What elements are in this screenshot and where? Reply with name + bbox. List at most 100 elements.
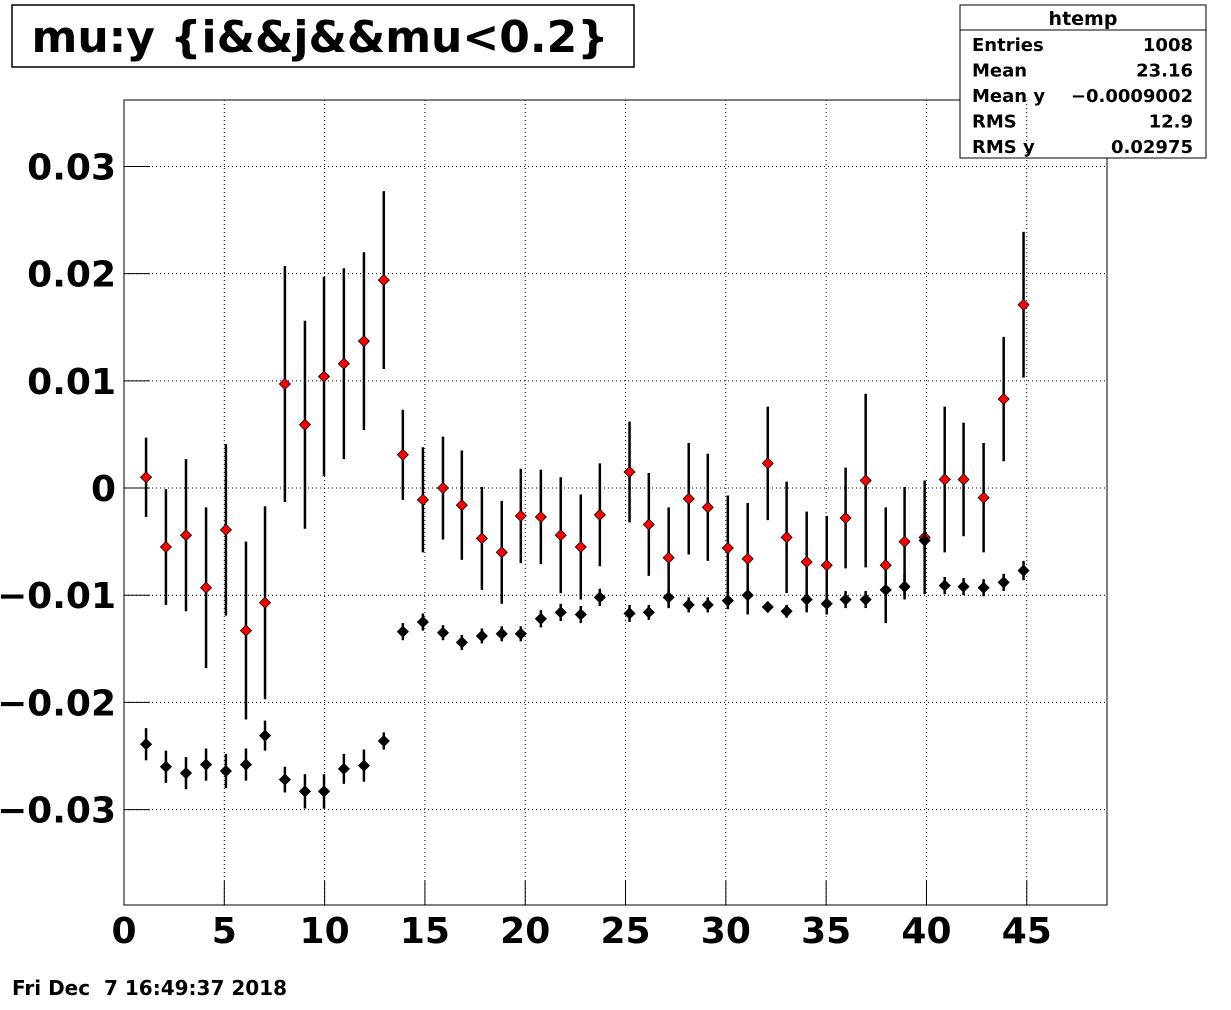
data-point [554,606,567,619]
data-point [475,629,488,643]
data-point [179,529,193,542]
data-point [938,579,951,592]
data-point [859,474,872,487]
data-point [761,600,774,614]
data-point [957,473,970,486]
data-point [898,535,911,548]
x-tick-label: 5 [212,911,237,952]
x-tick-label: 35 [801,911,851,952]
data-point [879,583,892,596]
plot-frame [123,99,1108,906]
data-point [416,615,429,629]
data-point [997,392,1010,406]
data-point [357,759,370,772]
data-point [997,576,1010,589]
data-point [258,596,272,609]
data-point [800,593,813,606]
data-point [701,598,714,611]
data-point [721,594,734,607]
data-point [377,734,390,748]
stats-value: −0.0009002 [1071,86,1193,107]
data-point [278,377,291,391]
data-point [534,510,547,524]
x-tick-label: 45 [1002,911,1052,952]
y-tick-label: 0 [91,469,116,510]
data-point [199,758,213,771]
data-point [1017,564,1030,577]
data-point [761,457,774,470]
data-point [337,762,350,775]
data-point [839,511,852,525]
data-point [140,738,153,751]
data-point [623,465,636,479]
data-point [957,580,970,593]
x-tick-label: 15 [400,911,450,952]
stats-value: 12.9 [1149,112,1193,133]
data-point [514,627,527,640]
y-tick-label: 0.03 [27,147,116,188]
data-point [199,581,213,594]
data-point [416,493,429,506]
data-point [938,473,951,486]
x-tick-label: 0 [111,911,136,952]
data-point [377,274,390,287]
data-point [455,636,468,649]
data-point [239,758,253,771]
data-point [475,532,488,545]
data-point [179,767,193,780]
data-point [298,785,312,798]
data-point [436,626,450,639]
data-point [396,625,409,638]
data-point [741,589,754,602]
data-point [239,624,253,637]
data-point [662,551,675,564]
data-point [780,605,793,618]
data-point [593,508,606,521]
stats-label: Mean [972,61,1027,82]
data-point [800,555,813,569]
data-point [977,491,990,504]
data-point [436,481,450,495]
data-point [278,773,291,786]
data-point [298,418,312,431]
data-point [741,552,754,565]
x-tick-label: 40 [901,911,951,952]
data-point [839,593,852,606]
y-tick-label: 0.01 [27,362,116,403]
stats-box: htemp Entries 1008 Mean 23.16 Mean y −0.00090… [959,4,1207,159]
stats-label: RMS [972,112,1017,133]
data-point [918,534,931,547]
data-point [219,523,232,536]
stats-value: 0.02975 [1111,137,1193,158]
data-point [820,597,833,610]
x-tick-label: 25 [600,911,650,952]
data-point [574,540,587,554]
data-point [623,607,636,620]
data-point [1017,298,1030,311]
data-point [140,471,153,484]
data-point [534,612,547,625]
data-point [662,591,675,604]
stats-label: RMS y [972,137,1035,158]
data-point [495,546,508,559]
data-point [317,370,331,383]
data-point [258,729,272,742]
chart-title: mu:y {i&&j&&mu<0.2} [31,12,608,63]
data-point [337,357,350,370]
y-tick-label: 0.02 [27,255,116,296]
title-box [11,4,635,68]
x-tick-label: 30 [701,911,751,952]
data-point [593,591,606,604]
data-point [682,598,695,611]
footer-date: Fri Dec 7 16:49:37 2018 [12,976,287,1000]
data-point [396,448,409,461]
data-point [977,581,990,594]
data-point [495,627,508,640]
data-point [514,509,527,522]
y-tick-label: −0.02 [0,683,116,724]
stats-value: 23.16 [1136,61,1193,82]
stats-title: htemp [1049,8,1118,30]
y-tick-label: −0.01 [0,576,116,617]
data-point [357,335,370,348]
